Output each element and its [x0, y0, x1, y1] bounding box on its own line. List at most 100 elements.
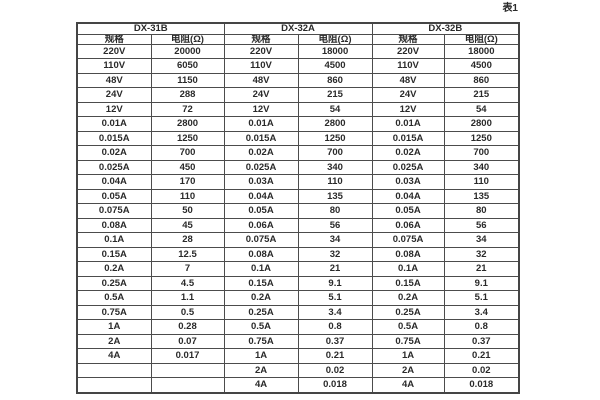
spec-cell: 24V	[223, 87, 299, 103]
table-row: 0.2A 7 0.1A 21 0.1A 21	[76, 261, 520, 277]
spec-cell: 0.15A	[371, 275, 445, 292]
table-body: 220V 20000 220V 18000 220V 18000 110V 6050 110V 4…	[76, 43, 520, 394]
spec-cell: 4A	[76, 348, 152, 364]
table-row: 48V 1150 48V 860 48V 860	[76, 72, 520, 89]
table-row: 0.015A 1250 0.015A 1250 0.015A 1250	[76, 130, 520, 147]
resistance-cell: 0.07	[150, 333, 225, 350]
resistance-cell: 110	[297, 174, 373, 190]
spec-cell: 0.25A	[371, 304, 445, 321]
spec-cell: 0.08A	[223, 246, 299, 263]
resistance-cell: 1250	[150, 130, 225, 147]
model-header-row: DX-31B DX-32A DX-32B	[76, 22, 520, 35]
table-row: 0.15A 12.5 0.08A 32 0.08A 32	[76, 246, 520, 263]
spec-cell: 0.1A	[371, 261, 445, 277]
spec-cell: 2A	[76, 333, 152, 350]
resistance-cell: 56	[443, 217, 520, 234]
resistance-cell: 34	[443, 232, 520, 248]
resistance-cell: 80	[297, 203, 373, 219]
resistance-cell: 135	[297, 188, 373, 205]
spec-cell: 0.01A	[371, 116, 445, 132]
resistance-cell: 54	[443, 101, 520, 118]
resistance-cell: 4500	[297, 58, 373, 74]
spec-cell: 0.1A	[223, 261, 299, 277]
resistance-cell: 0.37	[297, 333, 373, 350]
spec-cell: 1A	[371, 348, 445, 364]
spec-cell: 0.05A	[223, 203, 299, 219]
spec-cell: 2A	[223, 362, 299, 379]
resistance-cell: 45	[150, 217, 225, 234]
resistance-cell: 860	[443, 72, 520, 89]
resistance-cell	[150, 377, 225, 394]
resistance-cell: 700	[150, 145, 225, 161]
spec-cell: 0.02A	[223, 145, 299, 161]
spec-cell: 0.25A	[76, 275, 152, 292]
resistance-cell: 288	[150, 87, 225, 103]
table-row: 110V 6050 110V 4500 110V 4500	[76, 58, 520, 74]
resistance-cell: 4.5	[150, 275, 225, 292]
table-row: 0.04A 170 0.03A 110 0.03A 110	[76, 174, 520, 190]
spec-cell: 0.5A	[76, 290, 152, 306]
table-row: 0.08A 45 0.06A 56 0.06A 56	[76, 217, 520, 234]
column-header-row: 规格 电阻(Ω) 规格 电阻(Ω) 规格 电阻(Ω)	[76, 33, 520, 45]
spec-cell: 0.03A	[223, 174, 299, 190]
resistance-cell: 860	[297, 72, 373, 89]
resistance-cell: 0.8	[443, 319, 520, 335]
spec-cell: 110V	[371, 58, 445, 74]
spec-cell: 12V	[223, 101, 299, 118]
spec-cell: 0.75A	[371, 333, 445, 350]
resistance-cell: 3.4	[297, 304, 373, 321]
table-caption: 表1	[502, 3, 518, 14]
table-row: 0.05A 110 0.04A 135 0.04A 135	[76, 188, 520, 205]
spec-cell: 48V	[371, 72, 445, 89]
resistance-cell: 32	[443, 246, 520, 263]
resistance-cell: 0.8	[297, 319, 373, 335]
spec-cell: 1A	[76, 319, 152, 335]
spec-cell: 0.015A	[76, 130, 152, 147]
table-row: 12V 72 12V 54 12V 54	[76, 101, 520, 118]
spec-cell: 0.03A	[371, 174, 445, 190]
resistance-cell: 18000	[443, 43, 520, 60]
spec-cell: 0.08A	[371, 246, 445, 263]
resistance-cell: 72	[150, 101, 225, 118]
coil-resistance-table: DX-31B DX-32A DX-32B 规格 电阻(Ω) 规格 电阻(Ω) 规…	[76, 22, 521, 394]
spec-cell: 110V	[223, 58, 299, 74]
spec-cell: 220V	[76, 43, 152, 60]
resistance-cell: 110	[150, 188, 225, 205]
spec-cell: 48V	[223, 72, 299, 89]
spec-cell: 0.01A	[223, 116, 299, 132]
spec-cell: 0.5A	[223, 319, 299, 335]
resistance-cell: 50	[150, 203, 225, 219]
spec-cell: 0.15A	[76, 246, 152, 263]
spec-cell: 24V	[76, 87, 152, 103]
resistance-cell: 215	[297, 87, 373, 103]
resistance-cell: 700	[297, 145, 373, 161]
table-row: 4A 0.017 1A 0.21 1A 0.21	[76, 348, 520, 364]
spec-cell: 0.04A	[223, 188, 299, 205]
spec-cell: 0.2A	[76, 261, 152, 277]
resistance-cell: 0.28	[150, 319, 225, 335]
resistance-cell: 28	[150, 232, 225, 248]
resistance-cell: 110	[443, 174, 520, 190]
spec-cell: 0.04A	[76, 174, 152, 190]
resistance-cell: 6050	[150, 58, 225, 74]
spec-cell: 0.01A	[76, 116, 152, 132]
spec-cell: 0.02A	[371, 145, 445, 161]
spec-cell: 0.25A	[223, 304, 299, 321]
table-row: 4A 0.018 4A 0.018	[76, 377, 520, 394]
table-row: 0.075A 50 0.05A 80 0.05A 80	[76, 203, 520, 219]
resistance-cell: 170	[150, 174, 225, 190]
spec-cell: 0.75A	[76, 304, 152, 321]
spec-cell: 1A	[223, 348, 299, 364]
resistance-cell: 0.02	[443, 362, 520, 379]
resistance-cell: 2800	[150, 116, 225, 132]
table-row: 0.01A 2800 0.01A 2800 0.01A 2800	[76, 116, 520, 132]
resistance-cell: 0.018	[443, 377, 520, 394]
table-row: 2A 0.02 2A 0.02	[76, 362, 520, 379]
spec-cell: 0.02A	[76, 145, 152, 161]
spec-cell: 0.75A	[223, 333, 299, 350]
resistance-cell: 1250	[297, 130, 373, 147]
table-row: 24V 288 24V 215 24V 215	[76, 87, 520, 103]
resistance-cell: 9.1	[443, 275, 520, 292]
spec-cell: 4A	[371, 377, 445, 394]
resistance-header: 电阻(Ω)	[150, 33, 225, 45]
